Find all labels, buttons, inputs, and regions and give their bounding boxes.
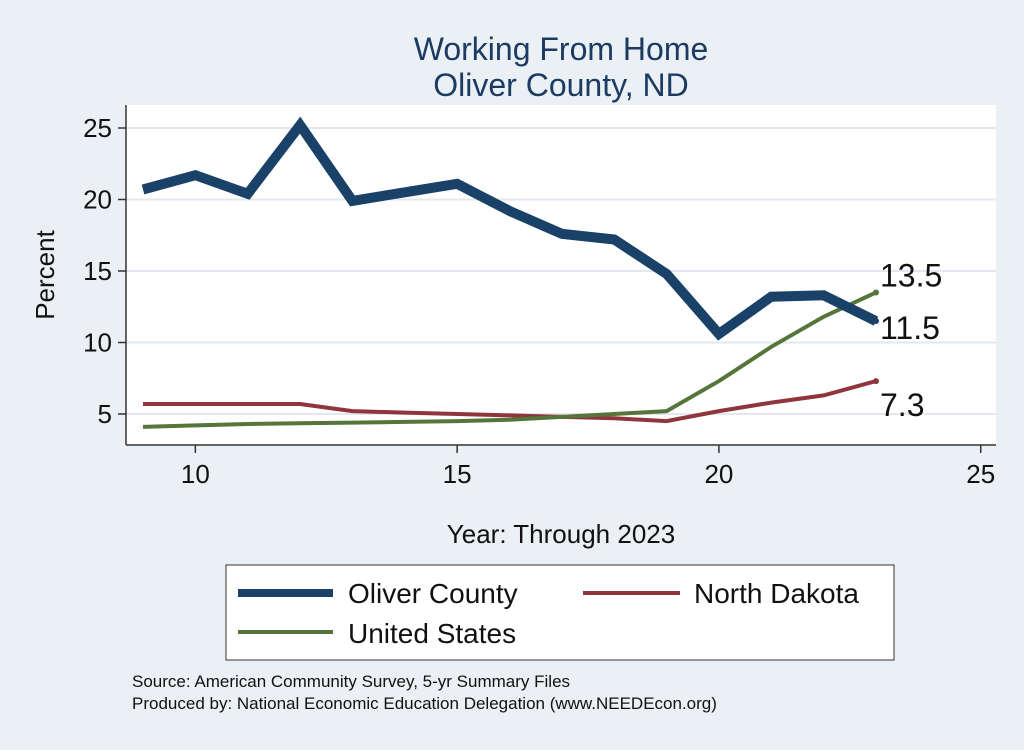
series-lines: 11.5 7.3 13.5	[141, 116, 942, 429]
y-tick-label-15: 15	[83, 256, 112, 286]
end-point-north-dakota	[873, 378, 879, 385]
x-tick-label-20: 20	[704, 459, 733, 489]
y-tick-label-10: 10	[83, 328, 112, 358]
y-tick-label-25: 25	[83, 113, 112, 143]
x-tick-label-25: 25	[966, 459, 995, 489]
x-axis-title: Year: Through 2023	[447, 519, 675, 549]
y-tick-label-5: 5	[98, 399, 112, 429]
series-line-oliver-county	[141, 116, 879, 341]
series-line-united-states	[142, 290, 877, 429]
x-tick-label-15: 15	[443, 459, 472, 489]
plot-area	[126, 105, 996, 445]
legend: Oliver County North Dakota United States	[225, 564, 895, 661]
legend-label-north-dakota: North Dakota	[694, 578, 859, 609]
legend-box	[225, 564, 895, 661]
y-tick-label-20: 20	[83, 185, 112, 215]
chart-title-line-2: Oliver County, ND	[433, 67, 688, 103]
series-line-north-dakota	[143, 379, 877, 424]
end-label-oliver-county: 11.5	[880, 310, 940, 346]
x-tick-label-10: 10	[181, 459, 210, 489]
legend-label-united-states: United States	[348, 618, 516, 649]
y-axis-title: Percent	[30, 229, 60, 319]
producer-note: Produced by: National Economic Education…	[132, 694, 717, 713]
axes: 5 10 15 20 25 10 15 20 25	[83, 105, 996, 489]
gridlines	[126, 127, 996, 415]
legend-label-oliver-county: Oliver County	[348, 578, 518, 609]
end-point-united-states	[873, 289, 879, 296]
end-label-north-dakota: 7.3	[880, 387, 924, 423]
chart-title-line-1: Working From Home	[414, 31, 709, 67]
source-note: Source: American Community Survey, 5-yr …	[132, 672, 570, 691]
end-point-oliver-county	[873, 318, 879, 325]
end-label-united-states: 13.5	[880, 257, 942, 293]
